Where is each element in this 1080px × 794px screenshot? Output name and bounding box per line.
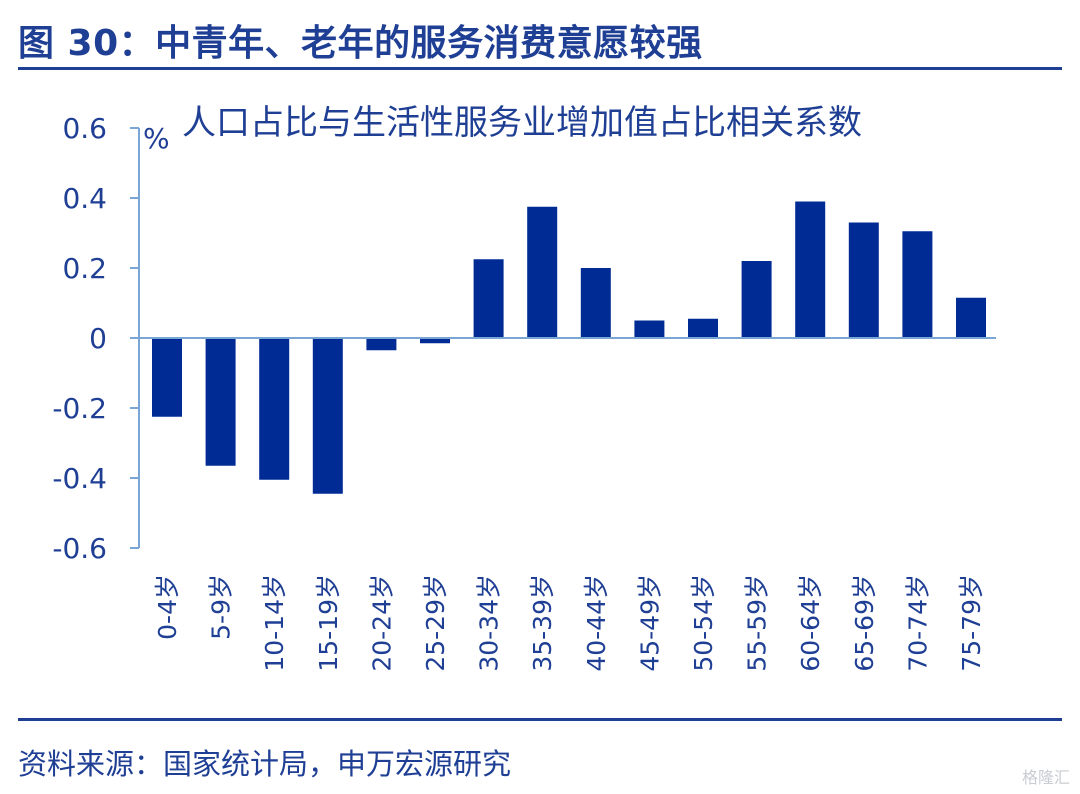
y-axis-ticks: 0.6 0.4 0.2 0 -0.2 -0.4 -0.6 — [52, 112, 139, 565]
bar-45-49岁 — [634, 320, 665, 338]
bar-40-44岁 — [580, 268, 611, 338]
bar-50-54岁 — [688, 318, 718, 338]
bars — [152, 201, 986, 494]
x-tick-label: 60-64岁 — [796, 574, 825, 672]
x-tick-label: 5-9岁 — [207, 574, 236, 640]
x-tick-label: 15-19岁 — [314, 574, 343, 672]
bar-35-39岁 — [527, 206, 558, 338]
y-unit-label: % — [143, 122, 170, 155]
bar-60-64岁 — [795, 201, 826, 338]
y-tick-label: 0 — [89, 322, 107, 355]
y-tick-label: 0.4 — [62, 182, 107, 215]
x-tick-label: 10-14岁 — [260, 574, 289, 672]
bar-75-79岁 — [956, 297, 986, 338]
x-tick-label: 65-69岁 — [850, 574, 879, 672]
top-rule — [18, 67, 1062, 70]
y-tick-label: 0.6 — [62, 112, 107, 145]
x-axis-labels: 0-4岁 5-9岁 10-14岁 15-19岁 20-24岁 25-29岁 30-34岁 35… — [153, 574, 986, 672]
bar-55-59岁 — [741, 261, 772, 338]
x-tick-label: 70-74岁 — [903, 574, 932, 672]
y-tick-label: -0.4 — [52, 462, 107, 495]
x-tick-label: 55-59岁 — [743, 574, 772, 672]
chart-title: 人口占比与生活性服务业增加值占比相关系数 — [182, 103, 862, 143]
x-tick-label: 0-4岁 — [153, 574, 182, 640]
bar-10-14岁 — [259, 338, 290, 480]
bar-15-19岁 — [312, 338, 343, 494]
bar-70-74岁 — [902, 231, 933, 338]
source-note: 资料来源：国家统计局，申万宏源研究 — [18, 747, 512, 781]
bar-25-29岁 — [420, 338, 450, 344]
bar-5-9岁 — [205, 338, 236, 466]
x-tick-label: 35-39岁 — [528, 574, 557, 672]
axes — [138, 128, 996, 548]
bar-0-4岁 — [152, 338, 182, 417]
bar-20-24岁 — [366, 338, 397, 351]
bar-65-69岁 — [848, 222, 879, 338]
figure-title: 图 30：中青年、老年的服务消费意愿较强 — [18, 23, 703, 64]
x-tick-label: 75-79岁 — [957, 574, 986, 672]
y-tick-label: 0.2 — [62, 252, 107, 285]
watermark: 格隆汇 — [1021, 768, 1070, 787]
x-tick-label: 40-44岁 — [582, 574, 611, 672]
x-tick-label: 30-34岁 — [475, 574, 504, 672]
y-tick-label: -0.2 — [52, 392, 107, 425]
bar-30-34岁 — [473, 259, 504, 338]
y-tick-label: -0.6 — [52, 532, 107, 565]
bottom-rule — [18, 718, 1062, 721]
x-tick-label: 45-49岁 — [635, 574, 664, 672]
x-tick-label: 25-29岁 — [421, 574, 450, 672]
x-tick-label: 50-54岁 — [689, 574, 718, 672]
x-tick-label: 20-24岁 — [367, 574, 396, 672]
